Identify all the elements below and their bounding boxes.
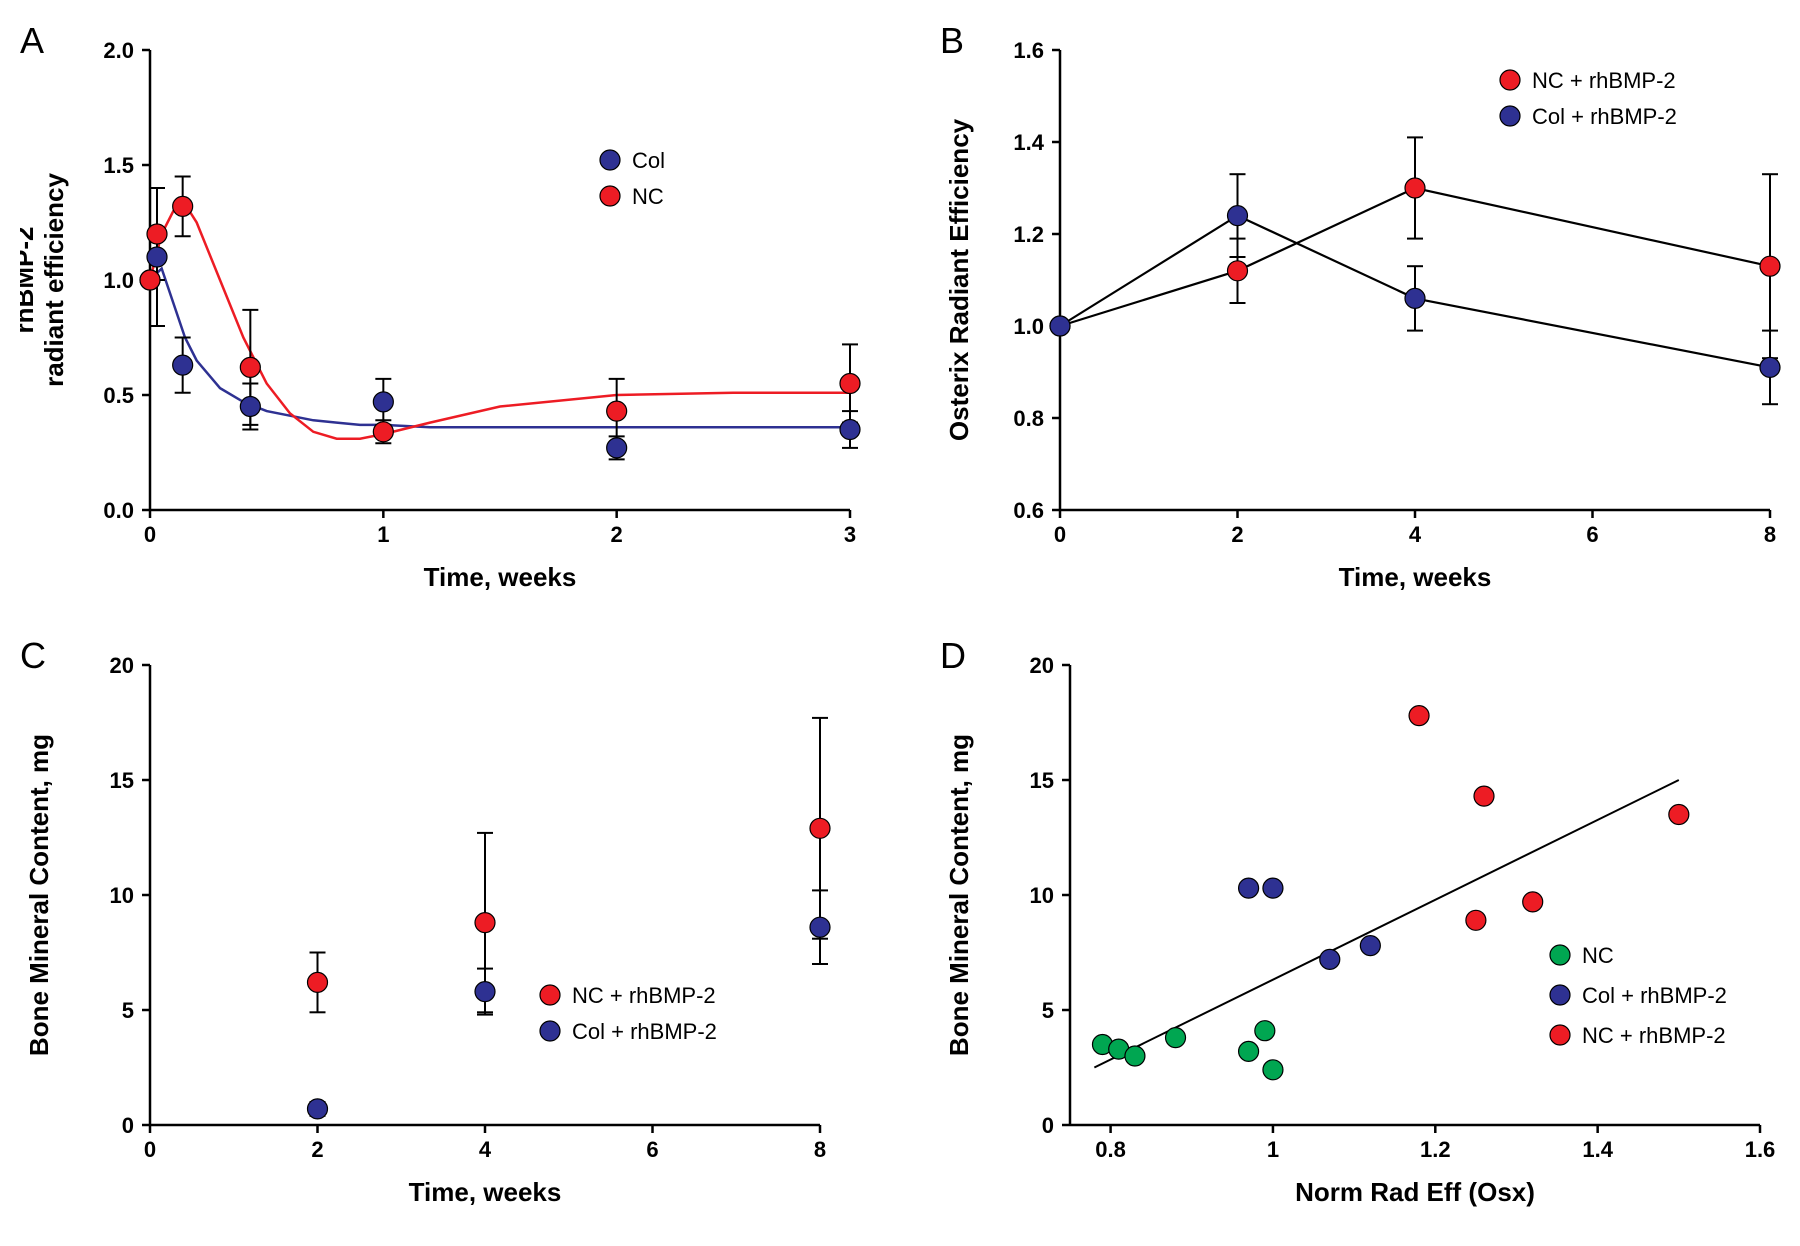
svg-text:20: 20 <box>1030 653 1054 678</box>
svg-text:15: 15 <box>1030 768 1054 793</box>
panel-D: D 0.8 1 1.2 1.4 1.6 0 5 10 15 20 Norm Rad Eff (Osx… <box>940 635 1800 1220</box>
svg-text:2: 2 <box>611 522 623 547</box>
svg-text:2: 2 <box>311 1137 323 1162</box>
panel-A-label: A <box>20 20 44 62</box>
svg-text:20: 20 <box>110 653 134 678</box>
panel-A: A 0 1 2 3 0.0 0.5 1.0 1.5 2.0 Time, weeks rhBMP-2r… <box>20 20 880 605</box>
svg-text:3: 3 <box>844 522 856 547</box>
svg-text:2: 2 <box>1231 522 1243 547</box>
svg-text:Bone Mineral Content, mg: Bone Mineral Content, mg <box>24 734 54 1056</box>
svg-text:0.8: 0.8 <box>1095 1137 1126 1162</box>
svg-text:0: 0 <box>144 1137 156 1162</box>
svg-text:0: 0 <box>122 1113 134 1138</box>
panel-D-label: D <box>940 635 966 677</box>
svg-text:1.6: 1.6 <box>1013 38 1044 63</box>
svg-text:6: 6 <box>646 1137 658 1162</box>
svg-text:6: 6 <box>1586 522 1598 547</box>
svg-text:Col: Col <box>632 148 665 173</box>
svg-text:Time, weeks: Time, weeks <box>409 1177 562 1207</box>
svg-text:1.0: 1.0 <box>1013 314 1044 339</box>
svg-text:Col + rhBMP-2: Col + rhBMP-2 <box>572 1019 717 1044</box>
panel-B-label: B <box>940 20 964 62</box>
svg-text:1: 1 <box>1267 1137 1279 1162</box>
svg-text:5: 5 <box>1042 998 1054 1023</box>
svg-text:1.2: 1.2 <box>1420 1137 1451 1162</box>
svg-text:1.2: 1.2 <box>1013 222 1044 247</box>
svg-text:0.5: 0.5 <box>103 383 134 408</box>
panel-C: C 0 2 4 6 8 0 5 10 15 20 Time, weeks Bone Mineral C… <box>20 635 880 1220</box>
svg-text:Bone Mineral Content, mg: Bone Mineral Content, mg <box>944 734 974 1056</box>
svg-text:0.6: 0.6 <box>1013 498 1044 523</box>
svg-text:1.5: 1.5 <box>103 153 134 178</box>
svg-text:NC + rhBMP-2: NC + rhBMP-2 <box>1582 1023 1726 1048</box>
svg-text:1.6: 1.6 <box>1745 1137 1776 1162</box>
svg-text:NC + rhBMP-2: NC + rhBMP-2 <box>1532 68 1676 93</box>
svg-text:8: 8 <box>814 1137 826 1162</box>
svg-text:rhBMP-2: rhBMP-2 <box>20 227 39 334</box>
svg-text:5: 5 <box>122 998 134 1023</box>
svg-text:0: 0 <box>144 522 156 547</box>
svg-text:Norm Rad Eff (Osx): Norm Rad Eff (Osx) <box>1295 1177 1535 1207</box>
svg-text:1.4: 1.4 <box>1013 130 1044 155</box>
svg-text:radiant efficiency: radiant efficiency <box>39 173 69 387</box>
svg-text:Time, weeks: Time, weeks <box>424 562 577 592</box>
panel-C-label: C <box>20 635 46 677</box>
svg-text:NC + rhBMP-2: NC + rhBMP-2 <box>572 983 716 1008</box>
svg-text:15: 15 <box>110 768 134 793</box>
svg-text:1: 1 <box>377 522 389 547</box>
svg-text:10: 10 <box>1030 883 1054 908</box>
figure-grid: A 0 1 2 3 0.0 0.5 1.0 1.5 2.0 Time, weeks rhBMP-2r… <box>20 20 1780 1220</box>
svg-text:NC: NC <box>632 184 664 209</box>
svg-text:10: 10 <box>110 883 134 908</box>
panel-B: B 0 2 4 6 8 0.6 0.8 1.0 1.2 1.4 1.6 Time, weeks Oste… <box>940 20 1800 605</box>
svg-text:0.0: 0.0 <box>103 498 134 523</box>
svg-text:Col + rhBMP-2: Col + rhBMP-2 <box>1582 983 1727 1008</box>
svg-text:0.8: 0.8 <box>1013 406 1044 431</box>
svg-text:1.4: 1.4 <box>1582 1137 1613 1162</box>
svg-text:Col + rhBMP-2: Col + rhBMP-2 <box>1532 104 1677 129</box>
svg-text:0: 0 <box>1054 522 1066 547</box>
svg-text:4: 4 <box>1409 522 1422 547</box>
svg-text:Osterix Radiant Efficiency: Osterix Radiant Efficiency <box>944 118 974 441</box>
svg-text:2.0: 2.0 <box>103 38 134 63</box>
svg-text:0: 0 <box>1042 1113 1054 1138</box>
svg-text:4: 4 <box>479 1137 492 1162</box>
svg-text:1.0: 1.0 <box>103 268 134 293</box>
svg-text:NC: NC <box>1582 943 1614 968</box>
svg-text:8: 8 <box>1764 522 1776 547</box>
svg-text:Time, weeks: Time, weeks <box>1339 562 1492 592</box>
